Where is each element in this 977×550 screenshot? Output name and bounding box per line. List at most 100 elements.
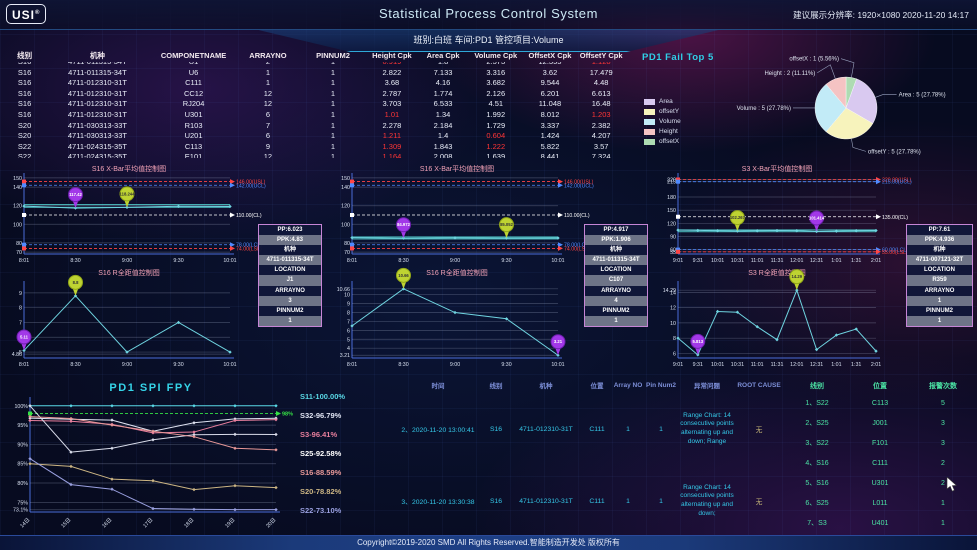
svg-text:135.00(CL): 135.00(CL) <box>882 215 908 221</box>
info-panel-row: PPK:4.83 <box>259 235 321 246</box>
svg-text:146.00(USL): 146.00(USL) <box>236 180 266 186</box>
table-row: S16 4711-012310-31T RJ204 12 1 3.703 6.533 4.51… <box>17 99 611 109</box>
cpk-column-header: Volume Cpk <box>474 50 518 60</box>
table-row: S16 4711-011315-34T U6 1 1 2.822 7.133 3.316 3.6… <box>17 67 613 77</box>
alarm-row: 2、2020-11-20 13:00:41 S16 4711-012310-31T C… <box>401 411 763 445</box>
info-panel-row: C107 <box>585 275 647 286</box>
svg-text:98%: 98% <box>282 412 293 418</box>
footer-copyright: Copyright©2019-2020 SMD All Rights Reser… <box>0 535 977 550</box>
svg-text:10:01: 10:01 <box>551 258 564 264</box>
svg-text:2:01: 2:01 <box>871 258 881 264</box>
pie-legend-item: Height <box>644 128 681 135</box>
info-panel-row: 机种 <box>907 245 972 256</box>
svg-text:12:01: 12:01 <box>790 362 803 368</box>
svg-text:10:01: 10:01 <box>711 362 724 368</box>
svg-text:74.00(LSL): 74.00(LSL) <box>236 246 262 252</box>
table-row: S22 4711-024315-35T C113 9 1 1.309 1.843 1.222 5… <box>17 141 609 151</box>
svg-text:10: 10 <box>344 293 350 299</box>
svg-text:80: 80 <box>16 241 22 247</box>
svg-text:142.00(UCL): 142.00(UCL) <box>236 183 266 189</box>
svg-text:8:30: 8:30 <box>398 362 408 368</box>
svg-text:120: 120 <box>13 204 22 210</box>
svg-text:90%: 90% <box>17 442 28 448</box>
alert-row: 4、S16 C111 2 <box>805 460 945 467</box>
svg-text:Volume : 5 (27.78%): Volume : 5 (27.78%) <box>737 106 791 112</box>
svg-text:101.414: 101.414 <box>809 215 825 220</box>
svg-text:60: 60 <box>670 248 676 254</box>
svg-text:9:00: 9:00 <box>450 258 460 264</box>
table-row: S16 4711-012310-31T C111 1 1 3.68 4.16 3.682 9.5… <box>17 78 609 88</box>
svg-text:102.267: 102.267 <box>730 215 746 220</box>
svg-text:120: 120 <box>341 204 350 210</box>
svg-text:9:01: 9:01 <box>673 258 683 264</box>
info-panel-2: PP:4.917 PPK:1.906 机种 4711-011315-34T LOCATI… <box>584 224 648 327</box>
svg-text:10:31: 10:31 <box>731 258 744 264</box>
svg-text:Height : 2 (11.11%): Height : 2 (11.11%) <box>764 71 815 77</box>
svg-text:8: 8 <box>19 306 22 312</box>
alarm-column-header: ROOT CAUSE <box>737 381 781 389</box>
xbar-chart-s3: S3 X-Bar平均值控制图 220 215 180 150 120 90 60 55 9:01 9… <box>667 166 912 264</box>
shift-info-banner: 班别:白班 车间:PD1 管控项目:Volume <box>258 30 719 52</box>
xbar-chart-s16-1: S16 X-Bar平均值控制图 150 140 120 100 80 70 8:01 8:30 9… <box>13 166 266 264</box>
svg-text:8.8: 8.8 <box>73 280 79 285</box>
alert-row: 1、S22 C113 5 <box>805 400 945 407</box>
cpk-column-header: ARRAYNO <box>249 50 287 60</box>
svg-text:9: 9 <box>19 291 22 297</box>
svg-text:9:30: 9:30 <box>501 362 511 368</box>
fpy-legend-item: S16-88.59% <box>300 468 342 477</box>
r-chart-s16-2: S16 R全距值控制图 10.66 10 9 8 7 6 5 4 3.21 8:01 8:30 9:00… <box>336 267 566 368</box>
svg-text:14.29: 14.29 <box>663 288 676 294</box>
cpk-column-header: OffsetX Cpk <box>528 50 572 60</box>
svg-text:8:30: 8:30 <box>70 258 80 264</box>
fail-top5-title: PD1 Fail Top 5 <box>642 52 714 63</box>
svg-text:110.00(CL): 110.00(CL) <box>236 213 262 219</box>
fpy-legend-item: S11-100.00% <box>300 392 346 401</box>
svg-text:70: 70 <box>344 250 350 256</box>
table-row: S16 4711-012310-31T CC12 12 1 2.787 1.774 2.126… <box>17 88 611 98</box>
svg-text:10:01: 10:01 <box>551 362 564 368</box>
alert-column-header: 报警次数 <box>929 383 957 390</box>
r-chart-s16-1: S16 R全距值控制图987654.868:018:309:009:3010:0… <box>11 270 237 368</box>
svg-text:146.00(USL): 146.00(USL) <box>564 180 594 186</box>
svg-text:8:01: 8:01 <box>19 258 29 264</box>
svg-text:16日: 16日 <box>101 516 114 529</box>
fail-top5-pie-chart: offsetX : 1 (5.56%) Area : 5 (27.78%) offs… <box>737 57 946 156</box>
resolution-datetime-info: 建议展示分辨率: 1920×1080 2020-11-20 14:17 <box>793 10 969 20</box>
alert-column-header: 线别 <box>810 383 824 390</box>
svg-text:142.00(UCL): 142.00(UCL) <box>564 183 594 189</box>
svg-text:11:01: 11:01 <box>751 258 764 264</box>
info-panel-row: 4 <box>585 295 647 306</box>
svg-text:5.11: 5.11 <box>20 334 29 339</box>
table-row: S22 4711-024315-35T E101 12 1 1.164 2.008 1.639… <box>17 152 611 158</box>
svg-text:1:01: 1:01 <box>831 258 841 264</box>
svg-text:1:01: 1:01 <box>831 362 841 368</box>
alert-row: 2、S25 J001 3 <box>805 420 945 427</box>
svg-text:100%: 100% <box>14 404 28 410</box>
svg-text:9:30: 9:30 <box>173 362 183 368</box>
svg-text:7: 7 <box>347 319 350 325</box>
svg-text:100: 100 <box>341 222 350 228</box>
svg-text:3.21: 3.21 <box>554 339 563 344</box>
header-bar: USI® Statistical Process Control System … <box>0 0 977 30</box>
svg-text:85.052: 85.052 <box>500 222 513 227</box>
alarm-count-table: 线别 位置 报警次数 1、S22 C113 5 2、S25 J001 3 3、S22 F101 3 4… <box>786 378 974 538</box>
usi-logo: USI® <box>6 4 47 24</box>
pie-legend-item: offsetX <box>644 138 681 145</box>
svg-text:150: 150 <box>667 208 676 214</box>
alert-row: 3、S22 F101 3 <box>805 440 945 447</box>
svg-text:110.00(CL): 110.00(CL) <box>564 213 590 219</box>
fail-top5-panel: PD1 Fail Top 5 Area offsetY Volume Height of… <box>632 48 972 164</box>
svg-text:215: 215 <box>667 180 676 186</box>
info-panel-row: PINNUM2 <box>585 305 647 316</box>
svg-text:10: 10 <box>670 321 676 327</box>
spi-fpy-legend: S11-100.00% S32-96.79% S3-96.41% S25-92.58%… <box>300 392 390 525</box>
info-panel-row: 1 <box>907 295 972 306</box>
spi-fpy-chart: PD1 SPI FPY 100% 95% 90% 85% 80% 75% 73.1% 14日 1… <box>4 382 298 536</box>
info-panel-row: PP:4.917 <box>585 225 647 236</box>
pie-legend-item: offsetY <box>644 108 681 115</box>
alarm-detail-table: 时间 线别 机种 位置 Array NO Pin Num2 异常问题 ROOT CAUSE 2… <box>394 378 782 538</box>
svg-text:9:30: 9:30 <box>501 258 511 264</box>
svg-text:8: 8 <box>673 336 676 342</box>
info-panel-row: PPK:1.906 <box>585 235 647 246</box>
alert-column-header: 位置 <box>873 383 887 390</box>
